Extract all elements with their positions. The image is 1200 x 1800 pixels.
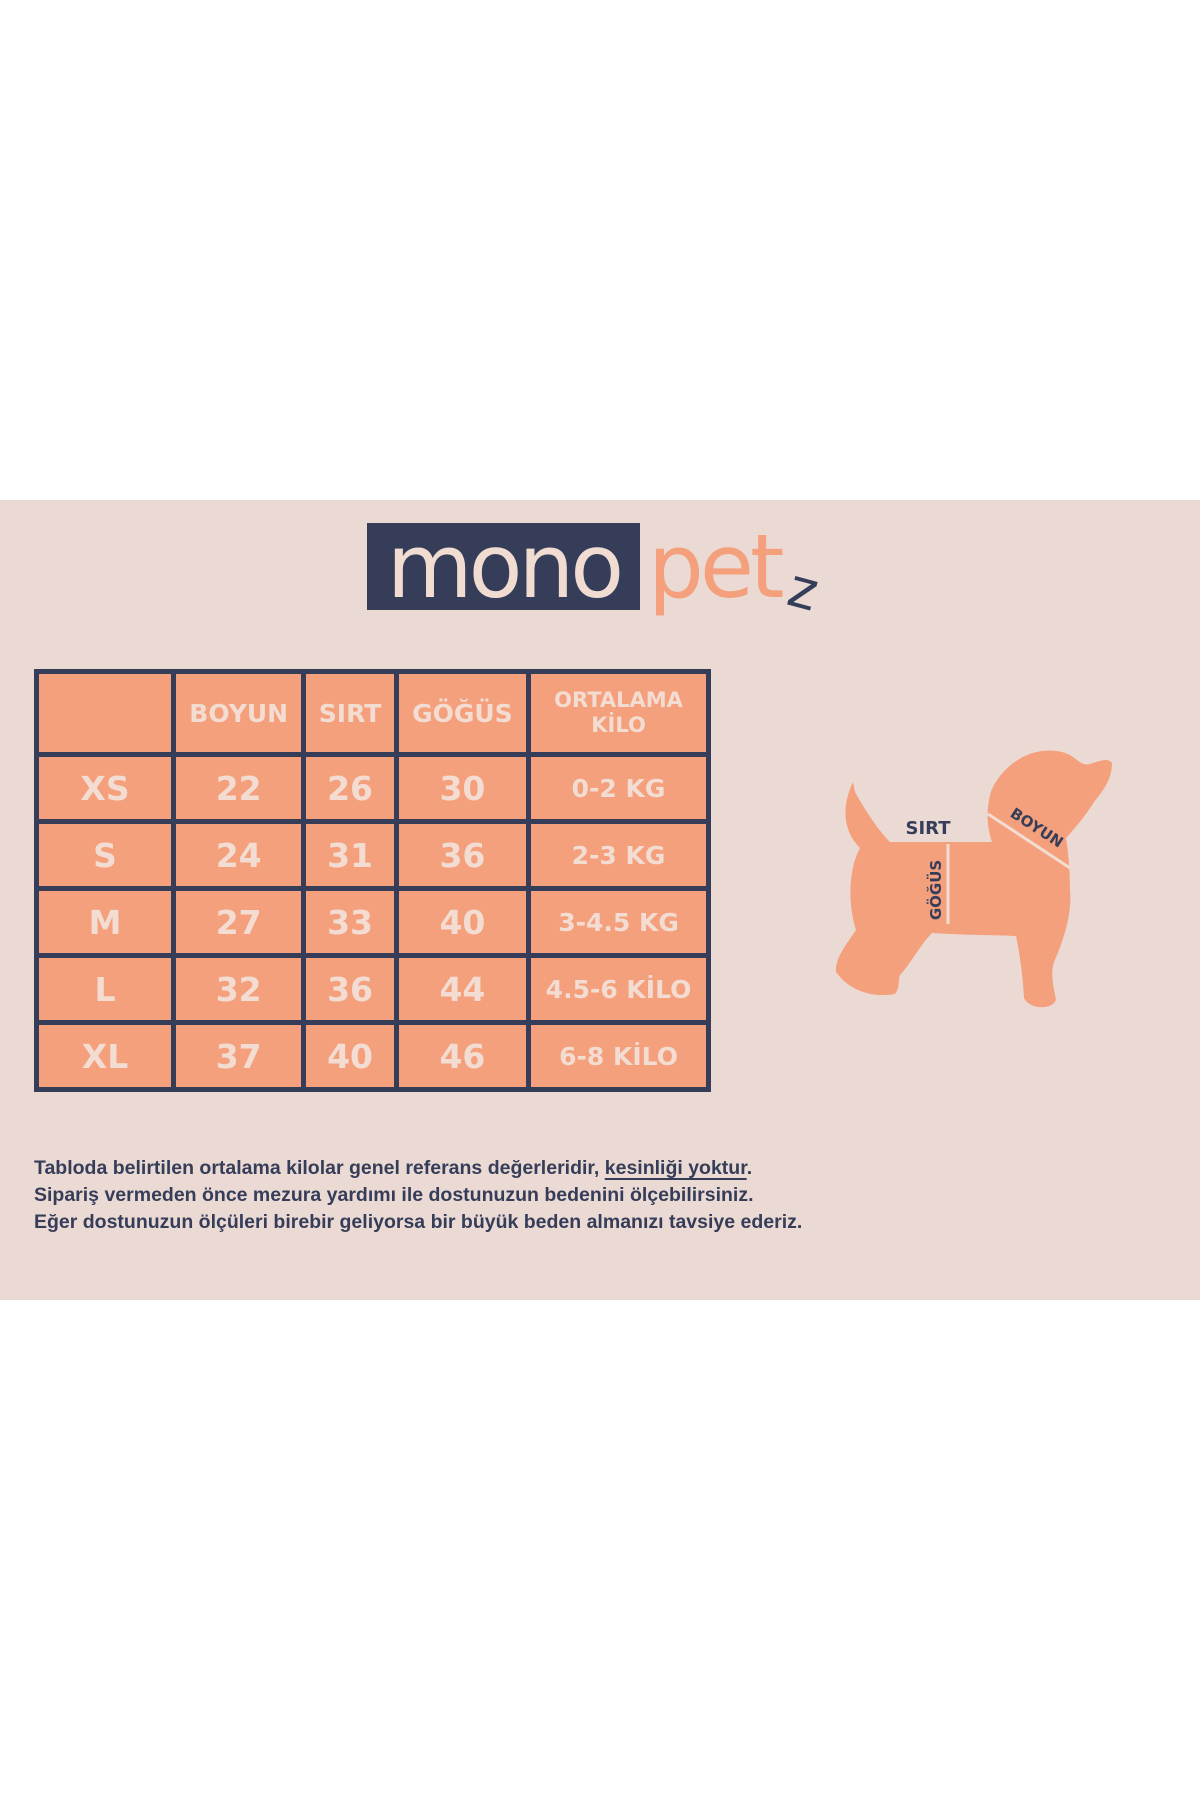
header-kilo: ORTALAMA KİLO <box>526 669 711 757</box>
sirt-cell: 33 <box>301 886 399 958</box>
size-cell: M <box>34 886 176 958</box>
logo-box: mono <box>367 523 640 610</box>
size-table: BOYUN SIRT GÖĞÜS ORTALAMA KİLO XS 22 26 3… <box>34 669 711 1092</box>
table-row: S 24 31 36 2-3 KG <box>34 819 711 891</box>
dog-measurement-diagram: SIRT GÖĞÜS BOYUN <box>835 750 1112 1008</box>
kilo-cell: 0-2 KG <box>526 752 711 824</box>
note-line-1-text: Tabloda belirtilen ortalama kilolar gene… <box>34 1157 605 1179</box>
kilo-cell: 3-4.5 KG <box>526 886 711 958</box>
gogus-cell: 44 <box>393 953 532 1025</box>
boyun-cell: 27 <box>170 886 307 958</box>
boyun-cell: 22 <box>170 752 307 824</box>
dog-silhouette-icon <box>835 750 1112 1008</box>
size-cell: S <box>34 819 176 891</box>
header-gogus: GÖĞÜS <box>393 669 532 757</box>
size-note: Tabloda belirtilen ortalama kilolar gene… <box>34 1155 802 1236</box>
header-kilo-line2: KİLO <box>591 713 646 737</box>
gogus-cell: 46 <box>393 1020 532 1092</box>
kilo-cell: 6-8 KİLO <box>526 1020 711 1092</box>
logo-mono: mono <box>386 523 624 610</box>
header-empty <box>34 669 176 757</box>
note-line-3: Eğer dostunuzun ölçüleri birebir geliyor… <box>34 1211 803 1233</box>
note-line-1-end: . <box>746 1157 753 1179</box>
table-header-row: BOYUN SIRT GÖĞÜS ORTALAMA KİLO <box>34 669 711 757</box>
sirt-cell: 40 <box>301 1020 399 1092</box>
table-row: L 32 36 44 4.5-6 KİLO <box>34 953 711 1025</box>
note-emphasis: kesinliği yoktur <box>604 1157 747 1179</box>
table-row: M 27 33 40 3-4.5 KG <box>34 886 711 958</box>
header-boyun: BOYUN <box>170 669 307 757</box>
diagram-label-sirt: SIRT <box>906 818 952 839</box>
gogus-cell: 40 <box>393 886 532 958</box>
logo-pet: pet <box>648 515 785 618</box>
header-kilo-line1: ORTALAMA <box>554 687 683 712</box>
header-sirt: SIRT <box>301 669 399 757</box>
gogus-cell: 36 <box>393 819 532 891</box>
kilo-cell: 2-3 KG <box>526 819 711 891</box>
size-cell: XS <box>34 752 176 824</box>
boyun-cell: 32 <box>170 953 307 1025</box>
boyun-cell: 37 <box>170 1020 307 1092</box>
note-line-2: Sipariş vermeden önce mezura yardımı ile… <box>34 1184 754 1206</box>
diagram-label-gogus: GÖĞÜS <box>926 860 945 920</box>
gogus-cell: 30 <box>393 752 532 824</box>
neck-line <box>987 812 1071 870</box>
kilo-cell: 4.5-6 KİLO <box>526 953 711 1025</box>
note-line-1: Tabloda belirtilen ortalama kilolar gene… <box>34 1155 802 1182</box>
size-cell: XL <box>34 1020 176 1092</box>
boyun-cell: 24 <box>170 819 307 891</box>
table-row: XL 37 40 46 6-8 KİLO <box>34 1020 711 1092</box>
sirt-cell: 36 <box>301 953 399 1025</box>
size-cell: L <box>34 953 176 1025</box>
sirt-cell: 31 <box>301 819 399 891</box>
sirt-cell: 26 <box>301 752 399 824</box>
monopetz-logo: mono pet z <box>367 515 825 624</box>
table-row: XS 22 26 30 0-2 KG <box>34 752 711 824</box>
